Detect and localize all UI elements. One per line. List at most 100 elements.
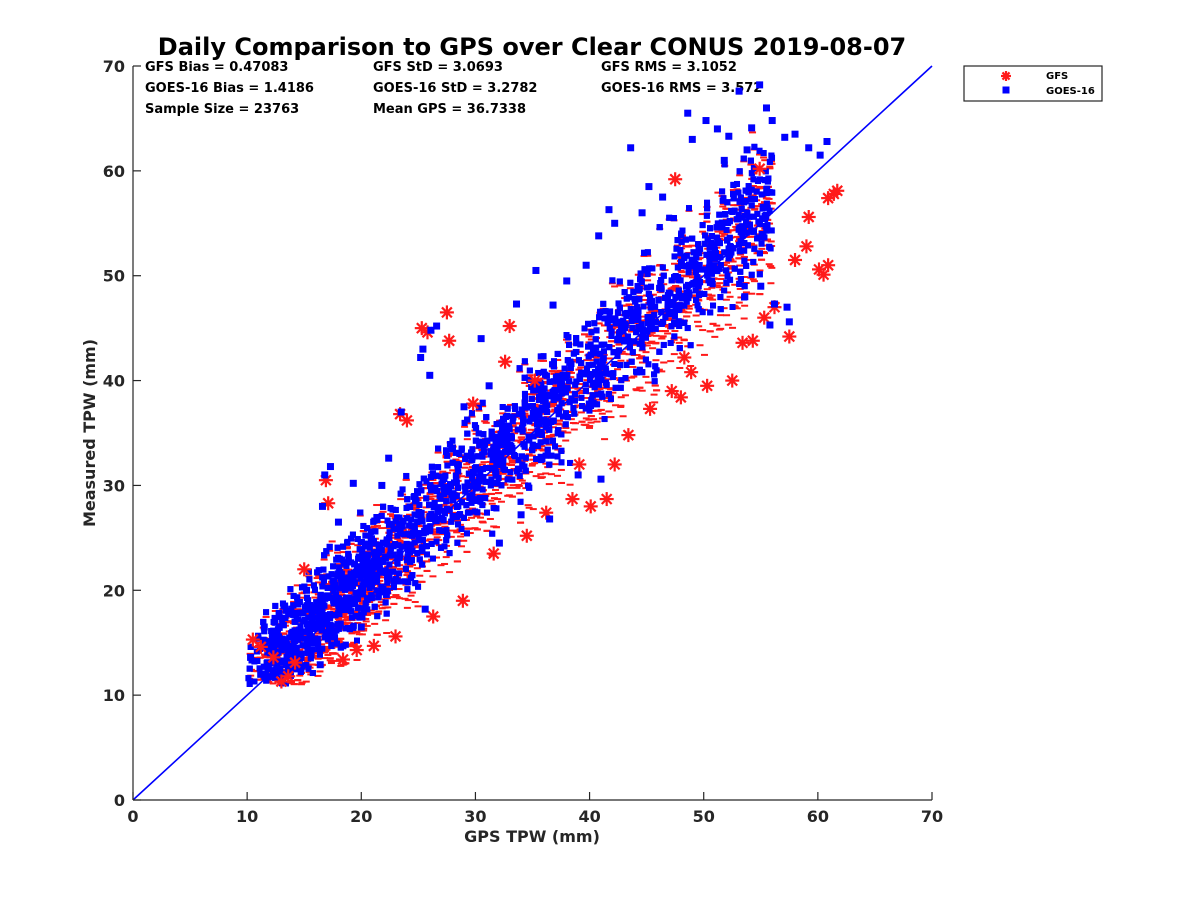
gfs-density-point: [473, 515, 481, 518]
gfs-density-point: [643, 344, 651, 347]
gfs-density-point: [576, 350, 584, 353]
gfs-density-point: [601, 438, 609, 441]
gfs-density-point: [619, 415, 627, 418]
gfs-density-point: [297, 683, 305, 686]
gfs-density-point: [516, 370, 524, 373]
gfs-density-point: [517, 521, 525, 524]
gfs-density-point: [349, 643, 357, 646]
gfs-density-point: [441, 483, 449, 486]
gfs-density-point: [340, 568, 348, 571]
gfs-density-point: [722, 298, 730, 301]
gfs-density-point: [460, 533, 468, 536]
gfs-density-point: [746, 235, 754, 238]
gfs-density-point: [532, 475, 540, 478]
gfs-density-point: [311, 596, 319, 599]
gfs-density-point: [605, 410, 613, 413]
gfs-density-point: [563, 383, 571, 386]
gfs-density-point: [729, 260, 737, 263]
gfs-density-point: [403, 606, 411, 609]
gfs-density-point: [412, 506, 420, 509]
gfs-density-point: [574, 404, 582, 407]
gfs-density-point: [642, 351, 650, 354]
gfs-density-point: [577, 383, 585, 386]
gfs-density-point: [567, 418, 575, 421]
gfs-density-point: [537, 473, 545, 476]
gfs-density-point: [472, 447, 480, 450]
gfs-density-point: [431, 528, 439, 531]
gfs-density-point: [754, 187, 762, 190]
gfs-density-point: [525, 448, 533, 451]
gfs-density-point: [641, 298, 649, 301]
gfs-density-point: [326, 657, 334, 660]
gfs-density-point: [554, 371, 562, 374]
gfs-density-point: [595, 398, 603, 401]
gfs-density-point: [740, 317, 748, 320]
gfs-density-point: [441, 562, 449, 565]
scatter-density-cloud: [245, 131, 776, 687]
gfs-density-point: [371, 622, 379, 625]
gfs-density-point: [314, 581, 322, 584]
gfs-density-point: [463, 550, 471, 553]
gfs-density-point: [315, 632, 323, 635]
gfs-density-point: [464, 527, 472, 530]
gfs-density-point: [607, 416, 615, 419]
gfs-density-point: [708, 294, 716, 297]
gfs-density-point: [692, 294, 700, 297]
gfs-density-point: [510, 468, 518, 471]
gfs-density-point: [595, 322, 603, 325]
gfs-density-point: [696, 257, 704, 260]
gfs-density-point: [353, 610, 361, 613]
gfs-density-point: [628, 376, 636, 379]
gfs-density-point: [694, 320, 702, 323]
gfs-density-point: [766, 165, 774, 168]
gfs-density-point: [562, 403, 570, 406]
gfs-density-point: [423, 560, 431, 563]
gfs-density-point: [330, 608, 338, 611]
gfs-density-point: [353, 578, 361, 581]
gfs-density-point: [559, 430, 567, 433]
gfs-density-point: [327, 660, 335, 663]
gfs-density-point: [587, 415, 595, 418]
gfs-density-point: [418, 580, 426, 583]
goes16-density-point: [430, 504, 437, 511]
gfs-density-point: [518, 438, 526, 441]
gfs-density-point: [735, 301, 743, 304]
gfs-density-point: [767, 265, 775, 268]
gfs-density-point: [557, 468, 565, 471]
gfs-density-point: [367, 612, 375, 615]
gfs-density-point: [671, 262, 679, 265]
gfs-density-point: [326, 549, 334, 552]
gfs-density-point: [318, 643, 326, 646]
gfs-density-point: [576, 389, 584, 392]
gfs-density-point: [534, 378, 542, 381]
gfs-density-point: [427, 495, 435, 498]
gfs-density-point: [505, 475, 513, 478]
gfs-density-point: [406, 565, 414, 568]
gfs-density-point: [670, 338, 678, 341]
gfs-density-point: [683, 315, 691, 318]
gfs-density-point: [664, 318, 672, 321]
gfs-density-point: [671, 330, 679, 333]
gfs-density-point: [742, 282, 750, 285]
gfs-density-point: [501, 483, 509, 486]
gfs-density-point: [431, 495, 439, 498]
gfs-density-point: [383, 597, 391, 600]
gfs-density-point: [441, 525, 449, 528]
gfs-density-point: [719, 205, 727, 208]
gfs-density-point: [423, 569, 431, 572]
gfs-density-point: [550, 372, 558, 375]
gfs-density-point: [638, 361, 646, 364]
gfs-density-point: [550, 410, 558, 413]
gfs-density-point: [577, 411, 585, 414]
gfs-density-point: [550, 370, 558, 373]
gfs-density-point: [717, 327, 725, 330]
gfs-density-point: [744, 259, 752, 262]
gfs-density-point: [685, 305, 693, 308]
gfs-density-point: [408, 564, 416, 567]
gfs-density-point: [547, 473, 555, 476]
gfs-density-point: [724, 323, 732, 326]
gfs-density-point: [401, 597, 409, 600]
gfs-density-point: [375, 610, 383, 613]
gfs-density-point: [642, 375, 650, 378]
gfs-density-point: [377, 555, 385, 558]
